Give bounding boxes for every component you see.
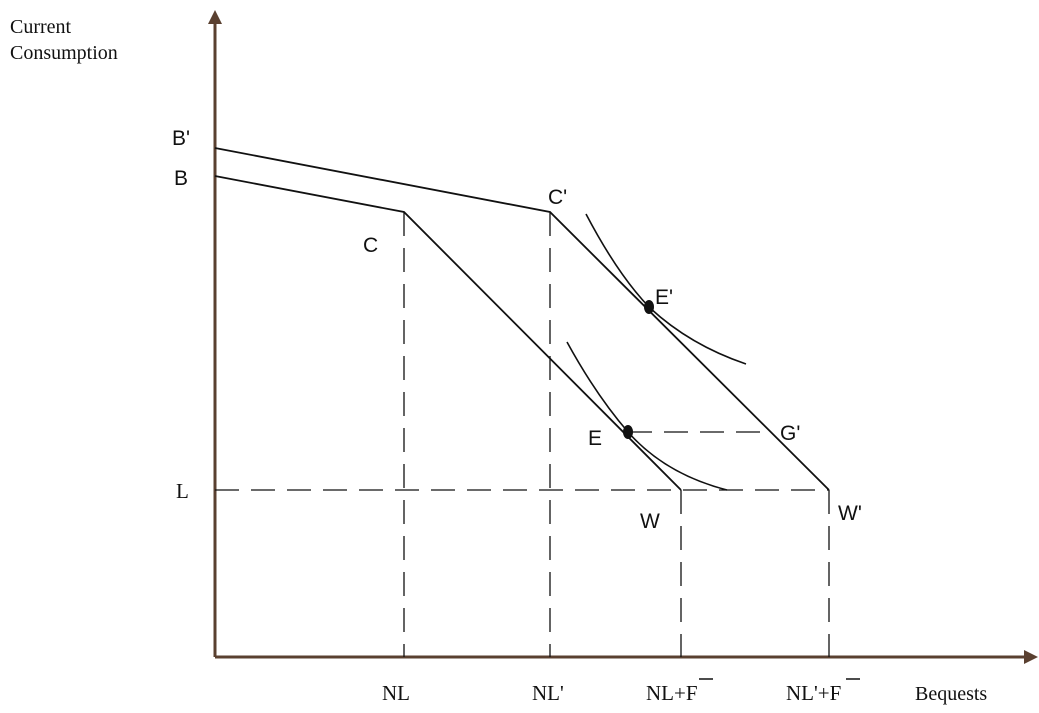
y-axis-label-line1: Current — [10, 16, 72, 38]
label-C: C — [363, 234, 378, 257]
F-bar-symbol: F — [830, 681, 842, 705]
x-tick-NL: NL — [382, 681, 410, 705]
label-B-prime: B' — [172, 127, 190, 150]
x-axis-arrow-icon — [1024, 650, 1038, 664]
budget-line-new — [214, 147, 830, 491]
x-tick-NL-prime: NL' — [532, 681, 564, 705]
x-tick-NL-prime-plus-F: NL'+F — [786, 681, 841, 705]
y-tick-L: L — [176, 479, 189, 503]
point-E-dot — [623, 425, 633, 439]
label-E-prime: E' — [655, 286, 673, 309]
x-tick-NL-plus-F: NL+F — [646, 681, 698, 705]
y-axis-label-line2: Consumption — [10, 42, 118, 64]
F-bar-symbol: F — [686, 681, 698, 705]
budget-line-original — [214, 175, 682, 491]
label-W-prime: W' — [838, 502, 862, 525]
x-axis-label: Bequests — [915, 683, 987, 705]
label-B: B — [174, 167, 188, 190]
y-axis-arrow-icon — [208, 10, 222, 24]
label-C-prime: C' — [548, 186, 567, 209]
label-E: E — [588, 427, 602, 450]
point-E-prime-dot — [644, 300, 654, 314]
label-W: W — [640, 510, 660, 533]
label-G-prime: G' — [780, 422, 800, 445]
